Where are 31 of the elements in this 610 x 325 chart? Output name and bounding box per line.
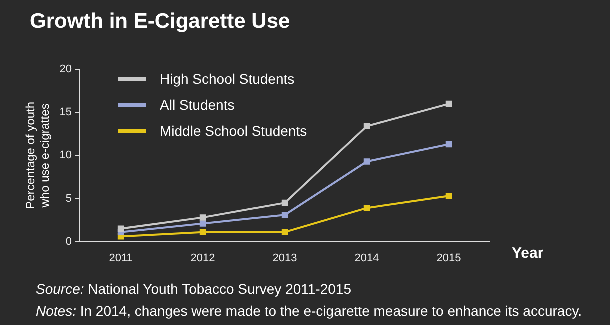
x-tick-label: 2014 — [354, 252, 380, 264]
x-tick-label: 2013 — [272, 252, 298, 264]
y-axis-title: Percentage of youth who use e-cigrattes — [24, 102, 52, 210]
x-tick-label: 2011 — [109, 252, 133, 264]
point — [446, 141, 452, 148]
legend-label: All Students — [160, 97, 235, 113]
source-note: Source: National Youth Tobacco Survey 2011-2015 — [36, 281, 352, 297]
point — [282, 200, 288, 206]
y-tick-label: 0 — [66, 236, 72, 248]
point — [446, 193, 452, 200]
point — [200, 229, 206, 236]
legend-label: High School Students — [160, 71, 295, 87]
x-tick-label: 2012 — [190, 252, 216, 264]
x-tick-label: 2015 — [436, 252, 462, 264]
point — [200, 214, 206, 221]
point — [364, 205, 370, 212]
legend-label: Middle School Students — [160, 123, 308, 139]
point — [118, 226, 124, 232]
point — [364, 123, 370, 130]
y-tick-label: 5 — [66, 192, 72, 205]
text: Notes: In 2014, changes were made to the e-cigarette measure to enhance its accuracy. — [36, 303, 582, 319]
y-tick-label: 10 — [60, 150, 72, 162]
point — [200, 220, 206, 227]
x-axis-title: Year — [512, 244, 544, 262]
point — [364, 158, 370, 165]
point — [446, 100, 452, 108]
chart-title: Growth in E-Cigarette Use — [30, 10, 290, 34]
y-tick-label: 20 — [60, 64, 72, 76]
point — [282, 229, 288, 236]
point — [282, 212, 288, 218]
y-tick-label: 15 — [60, 106, 72, 119]
